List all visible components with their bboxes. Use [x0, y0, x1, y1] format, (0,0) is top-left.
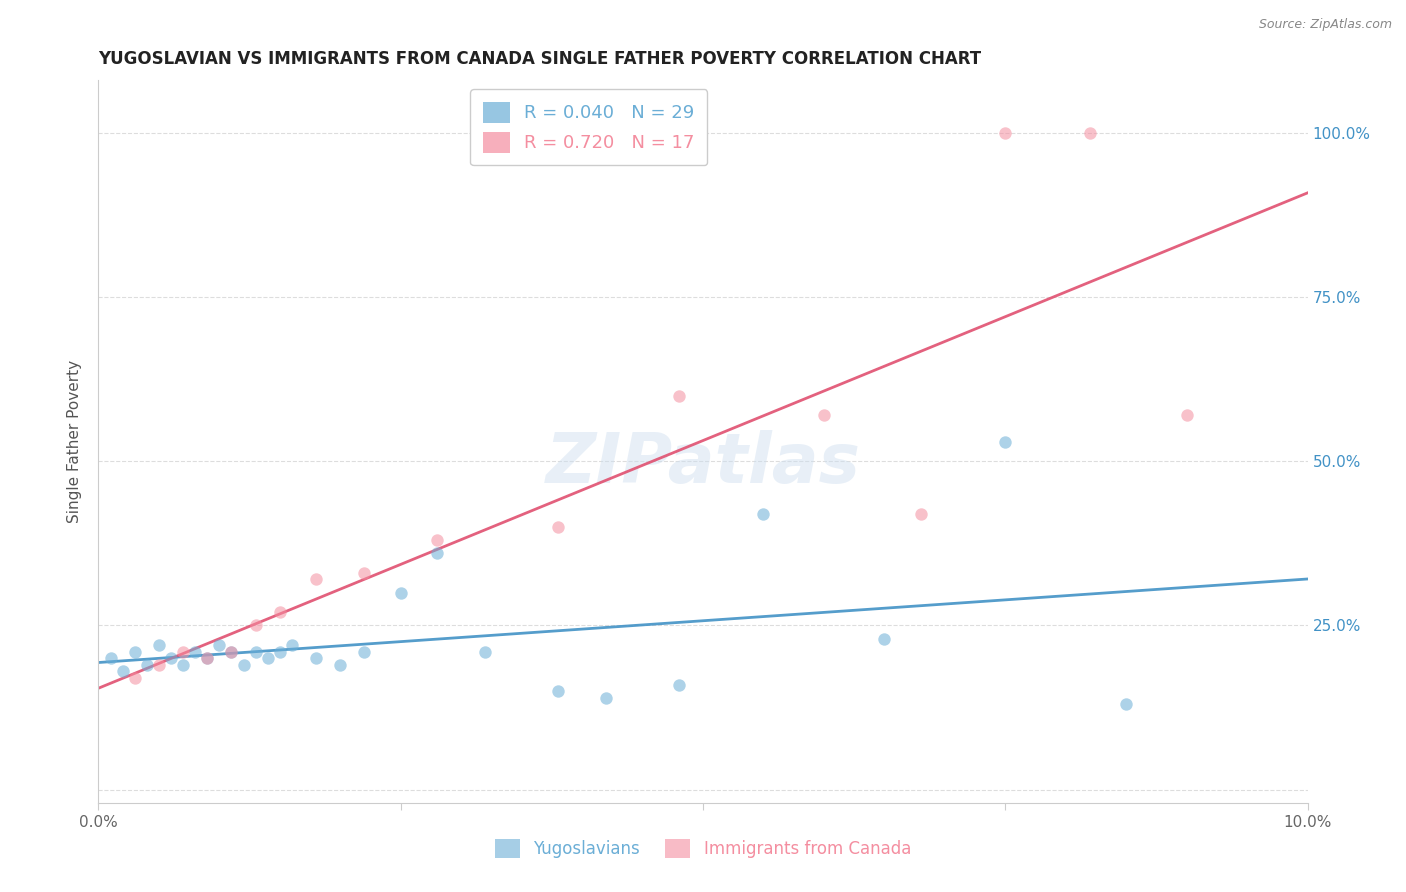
Point	[329, 657, 352, 672]
Point	[305, 573, 328, 587]
Point	[426, 533, 449, 547]
Point	[256, 651, 278, 665]
Point	[1175, 409, 1198, 423]
Point	[813, 409, 835, 423]
Point	[184, 645, 207, 659]
Point	[245, 645, 267, 659]
Point	[668, 388, 690, 402]
Point	[873, 632, 896, 646]
Point	[172, 657, 194, 672]
Point	[910, 507, 932, 521]
Point	[994, 126, 1017, 140]
Point	[994, 434, 1017, 449]
Point	[148, 657, 170, 672]
Point	[195, 651, 218, 665]
Y-axis label: Single Father Poverty: Single Father Poverty	[67, 360, 83, 523]
Point	[269, 645, 291, 659]
Point	[1115, 698, 1137, 712]
Point	[172, 645, 194, 659]
Point	[752, 507, 775, 521]
Legend: Yugoslavians, Immigrants from Canada: Yugoslavians, Immigrants from Canada	[486, 830, 920, 867]
Point	[547, 520, 569, 534]
Point	[353, 566, 375, 580]
Point	[595, 690, 617, 705]
Point	[668, 677, 690, 691]
Point	[281, 638, 304, 652]
Point	[124, 645, 146, 659]
Point	[160, 651, 183, 665]
Text: YUGOSLAVIAN VS IMMIGRANTS FROM CANADA SINGLE FATHER POVERTY CORRELATION CHART: YUGOSLAVIAN VS IMMIGRANTS FROM CANADA SI…	[98, 50, 981, 68]
Point	[195, 651, 218, 665]
Point	[111, 665, 134, 679]
Point	[232, 657, 254, 672]
Point	[148, 638, 170, 652]
Point	[389, 585, 412, 599]
Point	[474, 645, 496, 659]
Text: Source: ZipAtlas.com: Source: ZipAtlas.com	[1258, 18, 1392, 31]
Point	[305, 651, 328, 665]
Point	[245, 618, 267, 632]
Point	[208, 638, 231, 652]
Point	[1078, 126, 1101, 140]
Point	[124, 671, 146, 685]
Point	[269, 605, 291, 619]
Point	[100, 651, 122, 665]
Point	[135, 657, 157, 672]
Point	[426, 546, 449, 560]
Point	[221, 645, 243, 659]
Point	[547, 684, 569, 698]
Point	[221, 645, 243, 659]
Point	[353, 645, 375, 659]
Text: ZIPatlas: ZIPatlas	[546, 430, 860, 497]
